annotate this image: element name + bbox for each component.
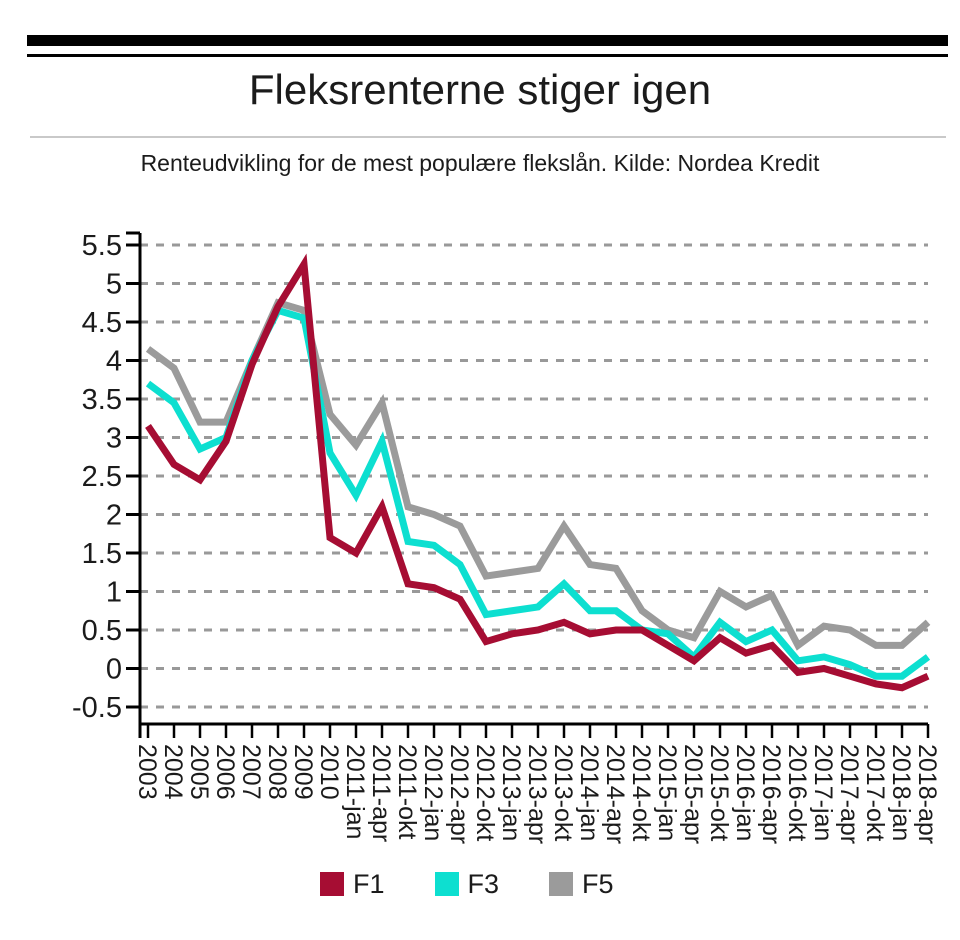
page-title: Fleksrenterne stiger igen <box>248 66 712 113</box>
x-axis-tick-label: 2013-okt <box>549 744 577 841</box>
x-axis-tick-label: 2009 <box>289 744 317 800</box>
x-axis-tick-label: 2014-jan <box>575 744 603 841</box>
axes <box>138 233 928 738</box>
legend-item-f1: F1 <box>320 869 385 899</box>
y-axis-tick-label: 4.5 <box>82 307 122 339</box>
x-axis-tick-label: 2011-jan <box>341 744 369 839</box>
x-axis-tick-label: 2010 <box>315 744 343 800</box>
x-axis-tick-label: 2007 <box>237 744 265 800</box>
legend-swatch-f1 <box>320 872 344 896</box>
x-axis-tick-label: 2014-okt <box>627 744 655 841</box>
y-axis-tick-label: 2 <box>106 500 122 532</box>
y-axis-tick-label: 0 <box>106 654 122 686</box>
y-axis-tick-label: 3 <box>106 423 122 455</box>
chart-legend: F1 F3 F5 <box>320 869 614 899</box>
x-axis-tick-label: 2017-okt <box>861 744 889 841</box>
x-axis-tick-label: 2012-okt <box>471 744 499 841</box>
y-axis-tick-label: 4 <box>106 346 122 378</box>
x-axis-tick-label: 2018-apr <box>913 744 941 844</box>
legend-label-f1: F1 <box>353 869 385 899</box>
x-axis-tick-label: 2015-okt <box>705 744 733 841</box>
y-axis-tick-label: 5.5 <box>82 230 122 262</box>
top-divider-thick <box>27 35 948 46</box>
legend-label-f5: F5 <box>582 869 614 899</box>
y-axis-tick-label: 0.5 <box>82 615 122 647</box>
x-axis-tick-label: 2014-apr <box>601 744 629 844</box>
series-line-F5 <box>145 298 931 651</box>
series-line-F3 <box>145 306 931 680</box>
y-axis-tick-label: -0.5 <box>72 692 122 724</box>
top-divider-thin <box>27 54 948 57</box>
x-axis-tick-label: 2017-jan <box>809 744 837 841</box>
x-axis-tick-label: 2004 <box>159 744 187 800</box>
chart-subtitle: Renteudvikling for de mest populære flek… <box>140 150 820 176</box>
legend-item-f3: F3 <box>434 869 500 899</box>
x-axis-tick-label: 2003 <box>133 744 161 800</box>
title-divider <box>30 136 946 138</box>
x-axis-tick-label: 2016-okt <box>783 744 811 841</box>
x-axis-tick-label: 2011-apr <box>367 744 395 842</box>
y-axis-tick-label: 3.5 <box>82 384 122 416</box>
legend-label-f3: F3 <box>467 869 500 899</box>
legend-item-f5: F5 <box>549 869 614 899</box>
x-axis-tick-label: 2016-jan <box>731 744 759 841</box>
x-axis-tick-label: 2016-apr <box>757 744 785 844</box>
x-axis-tick-label: 2013-apr <box>523 744 551 844</box>
y-axis-tick-label: 2.5 <box>82 461 122 493</box>
y-axis-tick-label: 1 <box>106 577 122 609</box>
x-axis-tick-label: 2017-apr <box>835 744 863 844</box>
x-axis-tick-label: 2013-jan <box>497 744 525 841</box>
legend-swatch-f3 <box>434 872 459 896</box>
y-axis-tick-label: 5 <box>106 269 122 301</box>
x-axis-tick-label: 2012-jan <box>419 744 447 841</box>
series-line-F1 <box>145 253 930 692</box>
x-axis-tick-label: 2006 <box>211 744 239 800</box>
legend-swatch-f5 <box>549 872 574 896</box>
x-axis-tick-label: 2015-apr <box>679 744 707 844</box>
x-axis-tick-label: 2015-jan <box>653 744 681 841</box>
y-axis-tick-label: 1.5 <box>82 538 122 570</box>
x-axis-tick-label: 2011-okt <box>393 744 421 839</box>
x-axis-tick-label: 2012-apr <box>445 744 473 844</box>
x-axis-tick-label: 2008 <box>263 744 291 800</box>
x-axis-tick-label: 2005 <box>185 744 213 800</box>
x-axis-tick-label: 2018-jan <box>887 744 915 841</box>
